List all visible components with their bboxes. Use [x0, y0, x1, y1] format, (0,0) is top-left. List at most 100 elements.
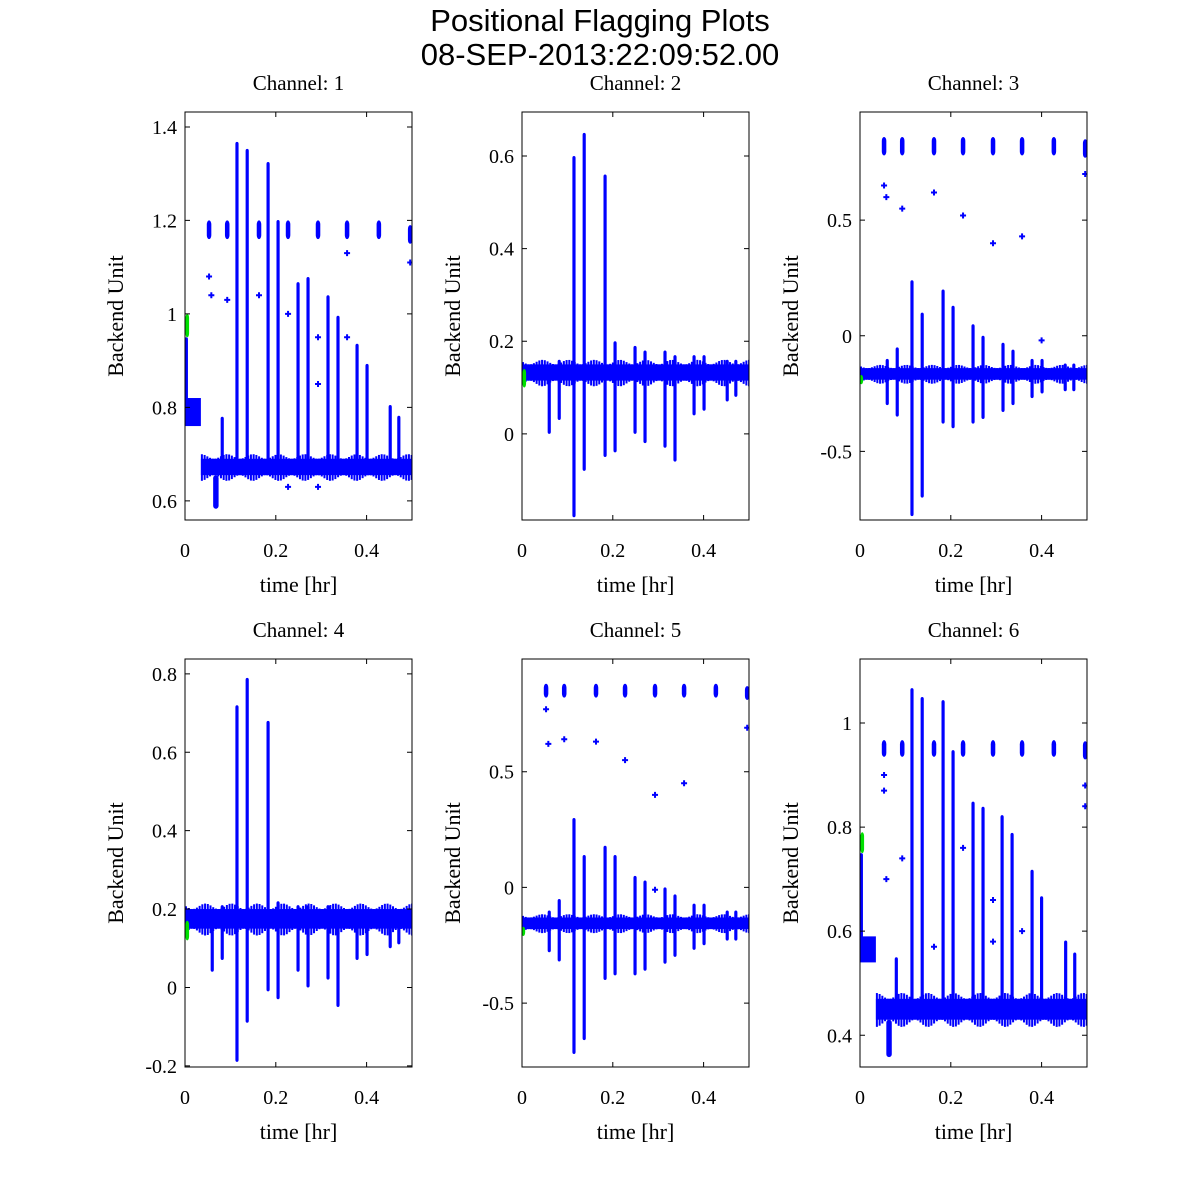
baseline-jitter [611, 916, 614, 931]
baseline-jitter [1034, 364, 1037, 384]
spike-mark [547, 369, 551, 434]
spike-mark [365, 909, 369, 957]
baseline-jitter [211, 458, 214, 476]
baseline-jitter [954, 993, 957, 1027]
baseline-jitter [1083, 365, 1086, 384]
spike-mark [941, 700, 945, 1020]
spike-mark [306, 905, 310, 988]
baseline-jitter [1044, 998, 1047, 1020]
y-tick-label: 1.4 [152, 117, 177, 139]
baseline-jitter [562, 361, 565, 385]
baseline-jitter [1066, 998, 1069, 1021]
baseline-jitter [323, 908, 326, 930]
x-tick-label: 0 [517, 540, 527, 562]
baseline-jitter [554, 917, 557, 930]
cluster-mark [990, 740, 996, 757]
spike-mark [702, 355, 706, 411]
outlier-point [285, 483, 292, 490]
spike-mark [1030, 869, 1034, 1020]
y-tick-label: 0 [842, 326, 852, 348]
outlier-point [990, 896, 997, 903]
outlier-point [881, 772, 888, 779]
baseline-jitter [677, 362, 680, 384]
flagged-points [860, 375, 864, 385]
baseline-jitter [1085, 993, 1087, 1026]
baseline-jitter [919, 996, 922, 1023]
baseline-jitter [301, 454, 304, 481]
y-tick-label: 0.8 [152, 397, 177, 419]
baseline-jitter [914, 998, 917, 1020]
baseline-jitter [351, 907, 354, 931]
baseline-jitter [892, 368, 895, 380]
baseline-jitter [1037, 365, 1040, 384]
outlier-point [1082, 782, 1087, 789]
baseline-jitter [560, 916, 563, 931]
x-tick-label: 0.2 [263, 540, 288, 562]
spike-mark [673, 355, 677, 462]
spike-mark [397, 415, 401, 473]
baseline-jitter [958, 364, 961, 384]
baseline-jitter [565, 914, 568, 933]
baseline-jitter [1050, 995, 1053, 1024]
baseline-jitter [1009, 364, 1012, 384]
outlier-point [285, 310, 292, 317]
spike-mark [725, 359, 729, 402]
axes-box [859, 658, 1088, 1068]
baseline-jitter [348, 908, 351, 929]
spike-mark [220, 905, 224, 961]
baseline-jitter [979, 993, 982, 1027]
spike-mark [920, 312, 924, 498]
baseline-jitter [1047, 997, 1050, 1022]
baseline-jitter [394, 907, 397, 931]
baseline-jitter [1055, 993, 1058, 1027]
x-tick-label: 0 [180, 1087, 190, 1109]
baseline-jitter [562, 915, 565, 933]
outlier-point [881, 182, 888, 189]
baseline-jitter [1033, 993, 1036, 1026]
baseline-jitter [551, 917, 554, 930]
baseline-jitter [998, 995, 1001, 1024]
spike-mark [734, 359, 738, 397]
baseline-jitter [318, 908, 321, 930]
baseline-jitter [269, 909, 272, 929]
baseline-jitter [968, 368, 971, 380]
x-tick-label: 0.2 [938, 540, 963, 562]
spike-mark [613, 341, 617, 453]
baseline-jitter [551, 364, 554, 382]
baseline-jitter [402, 907, 405, 931]
baseline-jitter [966, 367, 969, 381]
outlier-point [883, 876, 890, 883]
baseline-jitter [745, 360, 748, 386]
baseline-jitter [535, 915, 538, 932]
spike-mark [734, 910, 738, 941]
baseline-jitter [242, 908, 245, 929]
baseline-jitter [977, 366, 980, 383]
baseline-jitter [249, 454, 252, 481]
baseline-jitter [720, 914, 723, 933]
baseline-jitter [909, 365, 912, 383]
y-tick-label: -0.5 [820, 441, 852, 463]
baseline-jitter [731, 363, 734, 382]
baseline-jitter [263, 458, 266, 476]
baseline-jitter [1056, 365, 1059, 383]
outlier-point [543, 706, 550, 713]
cluster-mark [881, 136, 887, 156]
spike-mark [185, 337, 188, 427]
baseline-jitter [407, 454, 410, 481]
outlier-point [315, 334, 322, 341]
spike-mark [663, 350, 667, 448]
spike-mark [582, 132, 586, 471]
spike-mark [603, 174, 607, 458]
spike-mark [1064, 940, 1068, 1020]
outlier-point [681, 780, 688, 787]
outlier-point [990, 240, 997, 247]
baseline-jitter [658, 364, 661, 381]
baseline-jitter [340, 906, 343, 933]
baseline-jitter [353, 454, 356, 481]
baseline-jitter [239, 458, 242, 476]
baseline-jitter [592, 914, 595, 934]
spike-mark [336, 315, 340, 473]
x-tick-label: 0.2 [938, 1087, 963, 1109]
baseline-jitter [630, 364, 633, 381]
baseline-jitter [930, 993, 933, 1026]
